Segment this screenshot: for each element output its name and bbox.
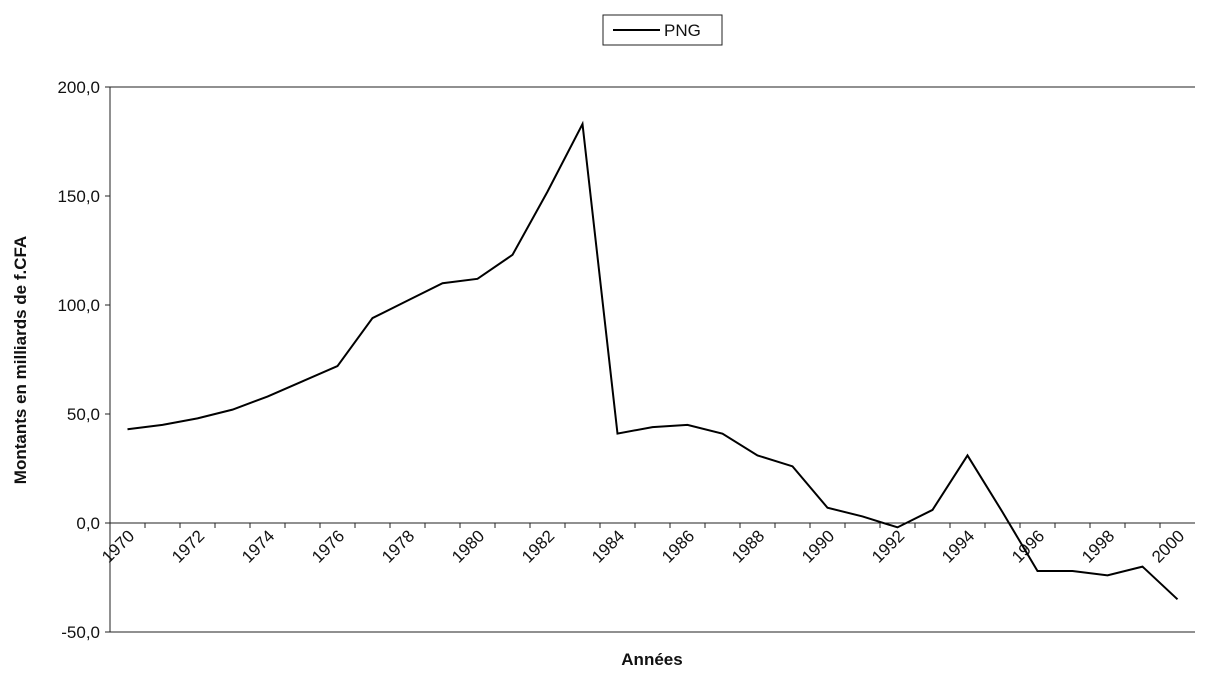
y-tick-label: 150,0 bbox=[57, 187, 100, 206]
y-axis-label: Montants en milliards de f.CFA bbox=[11, 236, 30, 484]
y-tick-label: 0,0 bbox=[76, 514, 100, 533]
legend-label: PNG bbox=[664, 21, 701, 40]
y-tick-label: 100,0 bbox=[57, 296, 100, 315]
y-tick-label: -50,0 bbox=[61, 623, 100, 642]
y-tick-label: 50,0 bbox=[67, 405, 100, 424]
y-tick-label: 200,0 bbox=[57, 78, 100, 97]
x-axis-label: Années bbox=[621, 650, 682, 669]
data-line bbox=[127, 120, 1179, 601]
